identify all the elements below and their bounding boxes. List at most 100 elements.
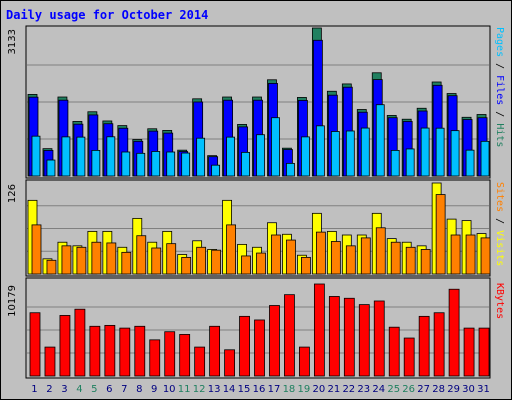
bar-pages-day-17	[271, 117, 280, 177]
bar-pages-day-19	[301, 136, 310, 177]
bar-pages-day-1	[31, 135, 41, 177]
bar-pages-day-24	[375, 104, 385, 177]
bar-pages-day-5	[91, 149, 101, 177]
bar-pages-day-2	[46, 159, 56, 177]
day-label: 6	[106, 384, 112, 395]
bar-sites-day-9	[151, 247, 162, 275]
day-label: 28	[432, 384, 445, 395]
day-label: 20	[313, 384, 326, 395]
day-label: 11	[178, 384, 191, 395]
bar-sites-day-16	[256, 252, 266, 275]
day-label: 4	[76, 384, 82, 395]
bar-pages-day-9	[151, 151, 161, 177]
bar-kbytes-day-22	[343, 297, 355, 377]
bar-kbytes-day-13	[209, 325, 221, 377]
bar-sites-day-3	[61, 245, 72, 275]
day-label: 10	[163, 384, 176, 395]
bar-pages-day-30	[465, 149, 475, 177]
bar-pages-day-28	[435, 127, 445, 177]
day-label: 19	[298, 384, 311, 395]
bar-pages-day-12	[196, 137, 206, 177]
bar-sites-day-21	[330, 241, 341, 275]
bar-sites-day-4	[76, 246, 87, 275]
bar-kbytes-day-23	[358, 304, 370, 377]
bar-pages-day-26	[405, 148, 415, 177]
bar-pages-day-7	[121, 151, 131, 177]
bar-kbytes-day-2	[44, 346, 56, 377]
bar-pages-day-3	[61, 136, 71, 177]
bar-kbytes-day-25	[388, 326, 400, 377]
series-legend: Pages / Files / Hits	[494, 27, 505, 147]
bar-kbytes-day-10	[164, 331, 176, 377]
day-label: 5	[91, 384, 97, 395]
bar-kbytes-day-12	[194, 346, 206, 377]
bar-pages-day-8	[136, 152, 146, 177]
day-label: 8	[136, 384, 142, 395]
bar-kbytes-day-18	[284, 294, 295, 377]
bar-pages-day-21	[330, 131, 340, 177]
series-legend: Sites / Visits	[494, 182, 505, 266]
bar-sites-day-25	[390, 241, 401, 275]
bar-sites-day-24	[375, 227, 386, 275]
bar-kbytes-day-15	[239, 315, 250, 377]
bar-kbytes-day-5	[89, 325, 101, 377]
bar-sites-day-13	[211, 249, 222, 275]
day-label: 21	[327, 384, 340, 395]
y-max-label: 126	[7, 184, 18, 203]
bar-pages-day-20	[315, 125, 325, 177]
bar-kbytes-day-29	[448, 288, 460, 377]
bar-pages-day-10	[166, 151, 176, 177]
bar-sites-day-1	[31, 224, 42, 275]
bar-sites-day-15	[241, 255, 251, 275]
bar-kbytes-day-24	[373, 300, 385, 377]
bar-pages-day-4	[76, 136, 86, 177]
bar-sites-day-20	[315, 231, 326, 275]
bar-pages-day-23	[360, 127, 370, 177]
day-label: 9	[151, 384, 157, 395]
bar-kbytes-day-31	[478, 327, 490, 377]
day-label: 16	[253, 384, 266, 395]
bar-pages-day-29	[450, 130, 460, 177]
bar-kbytes-day-19	[299, 346, 310, 377]
bar-kbytes-day-1	[29, 312, 41, 377]
day-label: 18	[283, 384, 296, 395]
visits-sites-panel: 126 Sites / Visits	[7, 179, 505, 277]
day-label: 13	[208, 384, 221, 395]
bar-kbytes-day-7	[119, 327, 131, 377]
bar-kbytes-day-8	[134, 325, 146, 377]
bar-kbytes-day-6	[104, 324, 116, 377]
bar-sites-day-11	[181, 256, 192, 275]
day-label: 7	[121, 384, 127, 395]
day-label: 3	[61, 384, 67, 395]
day-label: 15	[238, 384, 251, 395]
day-label: 14	[223, 384, 236, 395]
bar-pages-day-13	[211, 164, 221, 177]
bar-sites-day-10	[166, 243, 177, 275]
day-label: 17	[268, 384, 281, 395]
bar-sites-day-6	[106, 242, 117, 275]
kbytes-panel: 10179 KBytes	[7, 277, 505, 379]
day-label: 30	[462, 384, 475, 395]
bar-kbytes-day-9	[149, 339, 161, 377]
chart-title: Daily usage for October 2014	[6, 8, 208, 22]
bar-sites-day-12	[196, 246, 207, 275]
bar-sites-day-30	[465, 234, 476, 275]
bar-kbytes-day-28	[433, 312, 445, 377]
bar-sites-day-2	[46, 259, 57, 275]
bar-pages-day-11	[181, 152, 191, 177]
day-label: 26	[402, 384, 415, 395]
y-max-label: 3133	[7, 29, 18, 54]
bar-pages-day-27	[420, 127, 430, 177]
day-label: 31	[477, 384, 490, 395]
bar-sites-day-14	[226, 224, 236, 275]
bar-pages-day-14	[226, 136, 235, 177]
day-label: 29	[447, 384, 460, 395]
bar-pages-day-25	[390, 149, 400, 177]
day-label: 24	[372, 384, 385, 395]
bar-kbytes-day-27	[418, 315, 430, 377]
bar-kbytes-day-26	[403, 337, 415, 377]
bar-sites-day-18	[286, 239, 296, 275]
bar-sites-day-29	[450, 234, 461, 275]
bar-kbytes-day-3	[59, 315, 71, 377]
bar-kbytes-day-16	[254, 319, 265, 377]
